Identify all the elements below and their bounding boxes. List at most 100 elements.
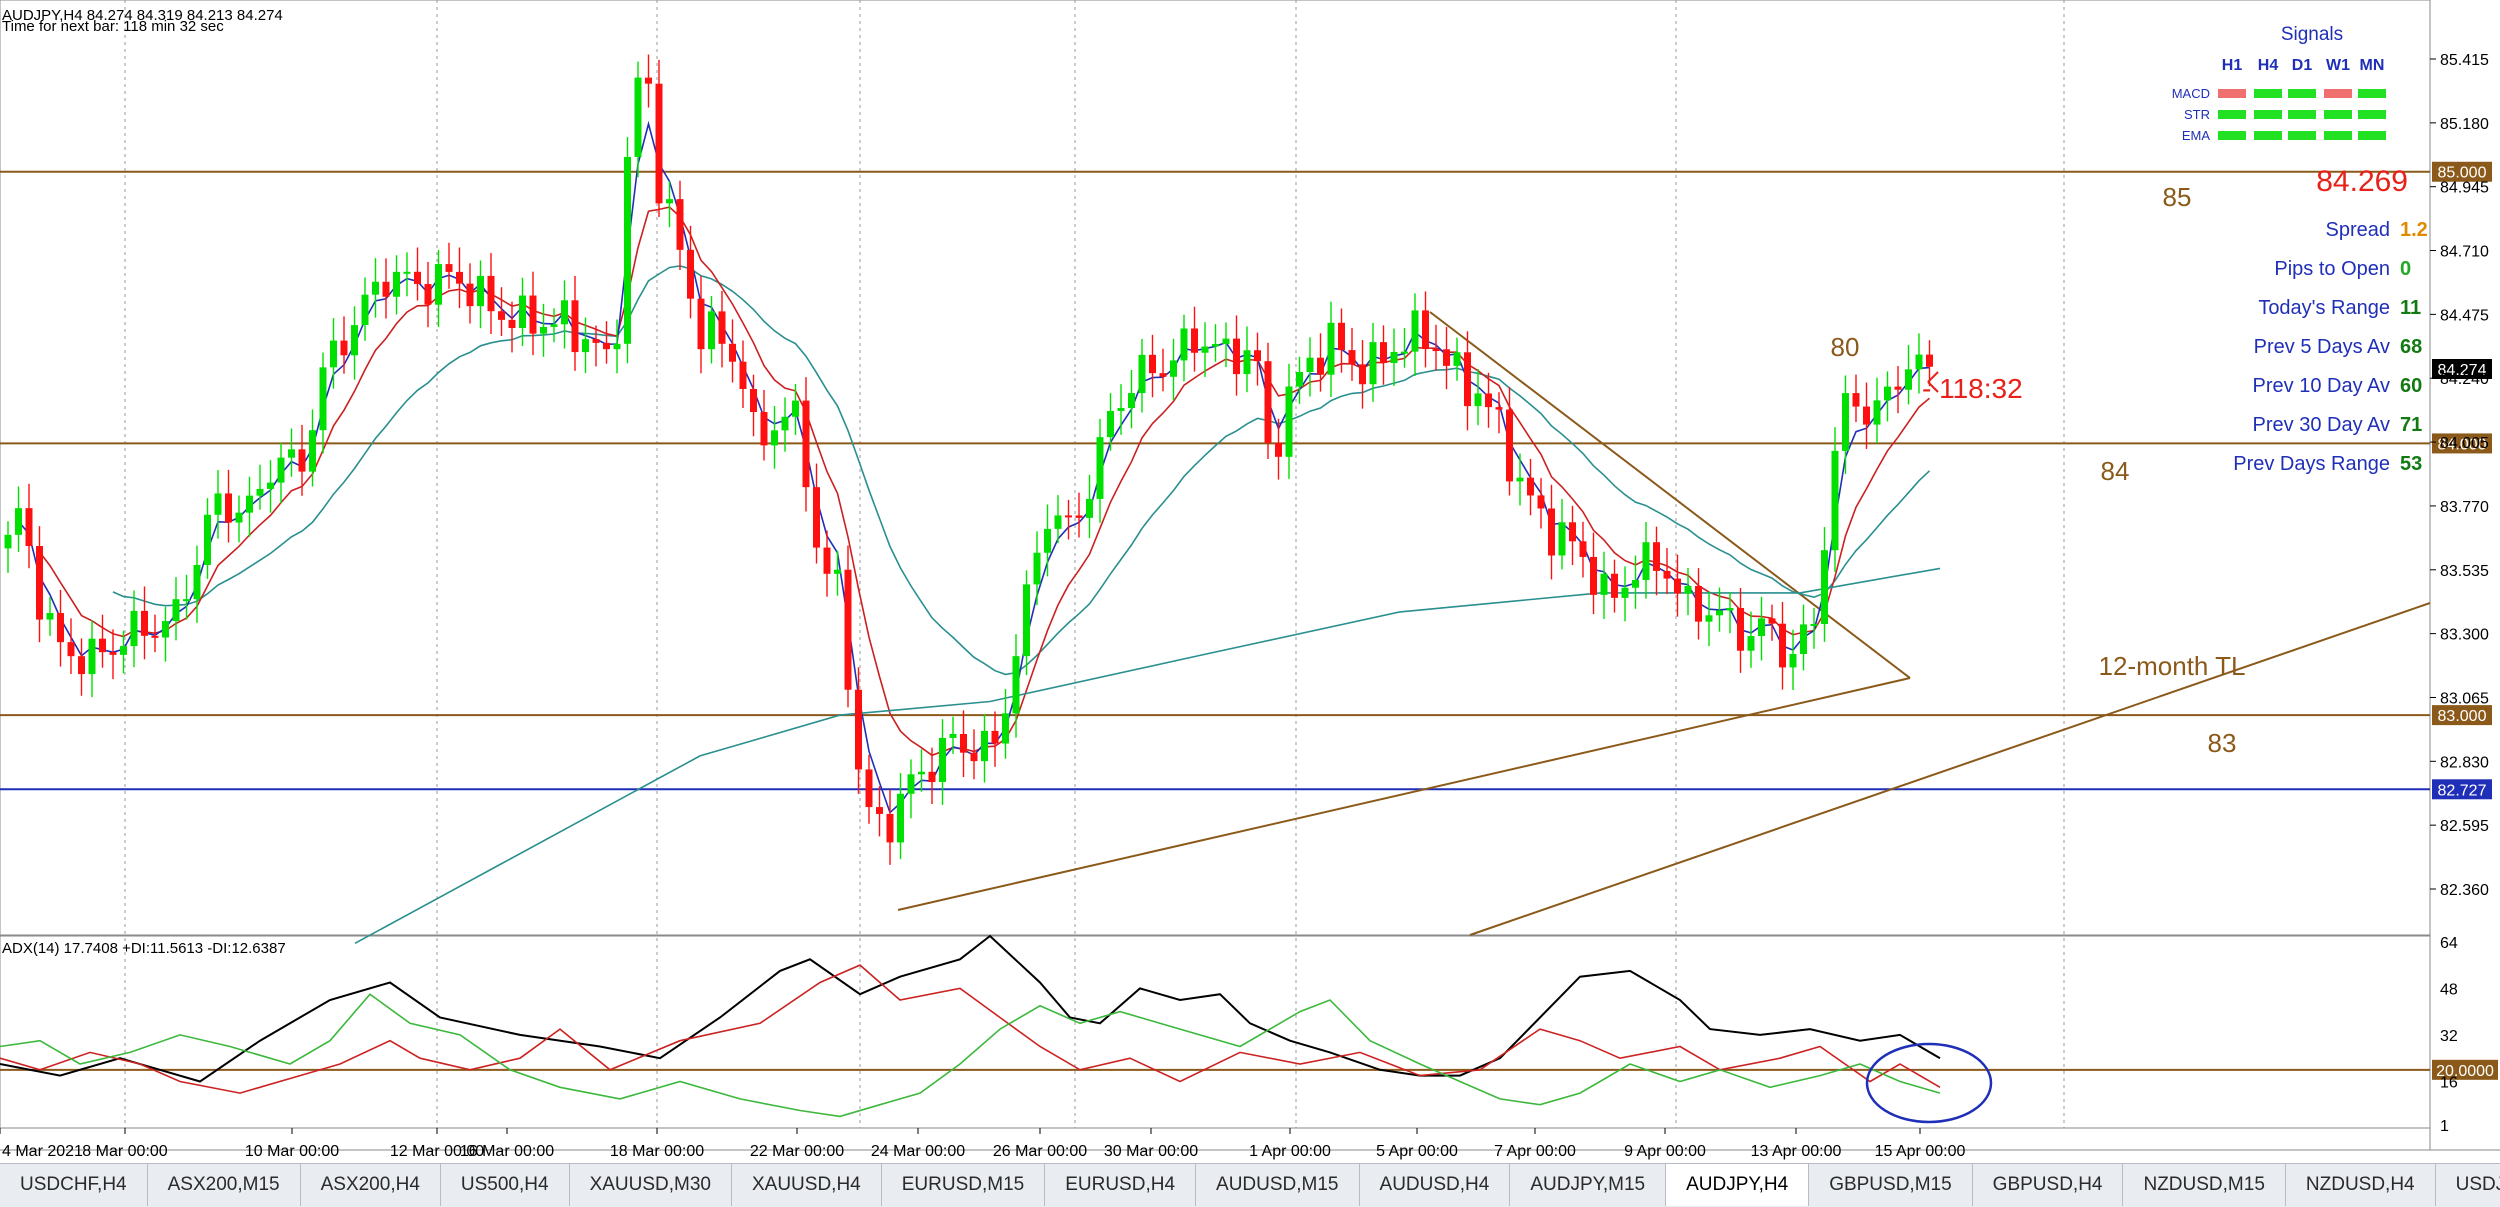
candle-body bbox=[67, 642, 75, 657]
candle-body bbox=[1285, 386, 1293, 457]
chart-tab[interactable]: ASX200,H4 bbox=[301, 1164, 441, 1206]
candle-body bbox=[1380, 342, 1387, 363]
candle-body bbox=[1611, 573, 1618, 598]
candle-body bbox=[1506, 409, 1513, 482]
candle-body bbox=[676, 199, 684, 250]
candle-body bbox=[204, 514, 211, 565]
chart-tab[interactable]: NZDUSD,M15 bbox=[2123, 1164, 2286, 1206]
trendlines bbox=[897, 311, 2431, 936]
candle-body bbox=[1905, 369, 1912, 390]
candle-body bbox=[1569, 522, 1576, 542]
signal-cell bbox=[2324, 110, 2352, 119]
chart-tab[interactable]: NZDUSD,H4 bbox=[2286, 1164, 2436, 1206]
price-tick-label: 85.415 bbox=[2440, 52, 2489, 69]
candle-body bbox=[1306, 357, 1314, 373]
chart-tab[interactable]: AUDUSD,M15 bbox=[1196, 1164, 1360, 1206]
candle-body bbox=[15, 508, 22, 535]
chart-tab[interactable]: AUDUSD,H4 bbox=[1360, 1164, 1511, 1206]
price-tick-label: 84.005 bbox=[2440, 435, 2489, 452]
candle-body bbox=[634, 77, 642, 157]
candle-body bbox=[1558, 522, 1566, 556]
candle-body bbox=[1863, 406, 1870, 425]
time-tick-label: 1 Apr 00:00 bbox=[1249, 1143, 1331, 1160]
candle-body bbox=[1401, 351, 1408, 354]
candle-body bbox=[1663, 570, 1671, 579]
candle-body bbox=[655, 83, 663, 204]
candle-body bbox=[309, 430, 316, 472]
level-price-box bbox=[2432, 779, 2492, 800]
time-tick-label: 4 Mar 2021 bbox=[2, 1143, 83, 1160]
chart-tab[interactable]: AUDJPY,H4 bbox=[1666, 1164, 1810, 1206]
chart-tabs: USDCHF,H4 ASX200,M15 ASX200,H4 US500,H4 XAUU… bbox=[0, 1163, 2500, 1207]
time-tick-label: 13 Apr 00:00 bbox=[1751, 1143, 1842, 1160]
chart-tab[interactable]: GBPUSD,M15 bbox=[1809, 1164, 1973, 1206]
chart-tab[interactable]: AUDJPY,M15 bbox=[1510, 1164, 1667, 1206]
candle-body bbox=[130, 610, 138, 647]
level-price-label: 83.000 bbox=[2438, 708, 2487, 725]
candle-body bbox=[1474, 393, 1482, 407]
chart-tab[interactable]: EURUSD,M15 bbox=[882, 1164, 1046, 1206]
candle-body bbox=[519, 295, 526, 329]
candle-body bbox=[1779, 623, 1786, 668]
signal-cell bbox=[2254, 131, 2282, 140]
candle-body bbox=[1642, 542, 1650, 581]
candle-body bbox=[1170, 360, 1177, 377]
chart-tab[interactable]: XAUUSD,H4 bbox=[732, 1164, 882, 1206]
candle-body bbox=[928, 771, 936, 783]
level-annotation: 84 bbox=[2101, 456, 2130, 486]
candle-body bbox=[1432, 349, 1440, 352]
candle-body bbox=[1821, 550, 1828, 625]
adx-highlight-circle bbox=[1865, 1042, 1993, 1124]
candle-body bbox=[172, 599, 180, 622]
candle-body bbox=[1726, 608, 1734, 611]
time-axis: 4 Mar 2021 8 Mar 00:00 10 Mar 00:00 12 Mar … bbox=[0, 1128, 1965, 1160]
chart-tab[interactable]: GBPUSD,H4 bbox=[1973, 1164, 2124, 1206]
price-tick-label: 85.180 bbox=[2440, 116, 2489, 133]
chart-tab[interactable]: XAUUSD,M30 bbox=[570, 1164, 732, 1206]
candle-body bbox=[561, 300, 568, 325]
signal-cell bbox=[2218, 131, 2246, 140]
info-row-value: 53 bbox=[2400, 453, 2422, 475]
candle-body bbox=[1695, 586, 1702, 622]
time-tick-label: 26 Mar 00:00 bbox=[993, 1143, 1087, 1160]
info-row-value: 0 bbox=[2400, 258, 2411, 280]
level-annotation: 85 bbox=[2163, 182, 2192, 212]
minus-di-line bbox=[0, 964, 1941, 1094]
level-price-box bbox=[2432, 161, 2492, 182]
candle-body bbox=[1674, 578, 1681, 594]
candle-body bbox=[403, 271, 411, 274]
candle-body bbox=[1348, 350, 1356, 365]
chart-tab[interactable]: USDCHF,H4 bbox=[0, 1164, 148, 1206]
chart-tab[interactable]: ASX200,M15 bbox=[148, 1164, 301, 1206]
price-tick-label: 83.770 bbox=[2440, 499, 2489, 516]
signal-cell bbox=[2288, 89, 2316, 98]
candle-body bbox=[298, 449, 306, 472]
candle-body bbox=[4, 534, 12, 549]
candle-body bbox=[1369, 342, 1377, 385]
candle-body bbox=[1632, 580, 1639, 588]
level-price-label: 85.000 bbox=[2438, 165, 2487, 182]
candle-body bbox=[981, 730, 988, 762]
info-row-label: Spread bbox=[2326, 219, 2391, 241]
candle-body bbox=[382, 281, 390, 297]
level-price-box bbox=[2432, 705, 2492, 726]
candle-body bbox=[1873, 400, 1881, 425]
candle-body bbox=[1180, 328, 1188, 361]
chart-tab[interactable]: EURUSD,H4 bbox=[1045, 1164, 1197, 1206]
signal-cell bbox=[2358, 89, 2386, 98]
big-price: 84.269 bbox=[2316, 165, 2408, 198]
candle-body bbox=[844, 569, 852, 690]
annotations: 85 84 83 80 12-month TL bbox=[1831, 182, 2246, 758]
candle-body bbox=[550, 324, 558, 327]
info-row-label: Prev 30 Day Av bbox=[2253, 414, 2390, 436]
candle-body bbox=[1527, 477, 1534, 496]
candle-body bbox=[1033, 552, 1041, 585]
candle-body bbox=[1422, 310, 1429, 350]
candle-body bbox=[256, 488, 264, 496]
chart-tab[interactable]: USDJPY,M30 bbox=[2436, 1164, 2500, 1206]
chart-tab[interactable]: US500,H4 bbox=[441, 1164, 570, 1206]
grid-lines bbox=[124, 0, 2065, 1128]
candle-body bbox=[802, 400, 810, 488]
level-annotation: 12-month TL bbox=[2099, 651, 2246, 681]
